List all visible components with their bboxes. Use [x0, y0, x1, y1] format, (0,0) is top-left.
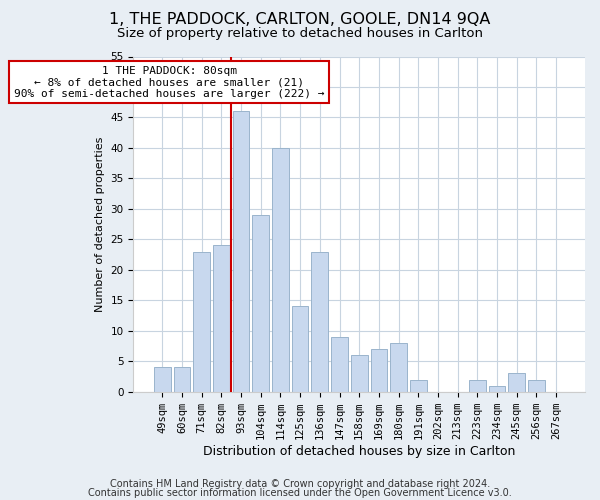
Bar: [488, 386, 505, 392]
X-axis label: Distribution of detached houses by size in Carlton: Distribution of detached houses by size …: [203, 444, 515, 458]
Bar: [272, 148, 289, 392]
Bar: [154, 368, 170, 392]
Bar: [508, 374, 525, 392]
Text: Contains public sector information licensed under the Open Government Licence v3: Contains public sector information licen…: [88, 488, 512, 498]
Text: Contains HM Land Registry data © Crown copyright and database right 2024.: Contains HM Land Registry data © Crown c…: [110, 479, 490, 489]
Bar: [213, 246, 230, 392]
Bar: [371, 349, 387, 392]
Bar: [193, 252, 210, 392]
Bar: [311, 252, 328, 392]
Bar: [173, 368, 190, 392]
Y-axis label: Number of detached properties: Number of detached properties: [95, 136, 105, 312]
Text: Size of property relative to detached houses in Carlton: Size of property relative to detached ho…: [117, 28, 483, 40]
Bar: [331, 337, 348, 392]
Bar: [292, 306, 308, 392]
Text: 1, THE PADDOCK, CARLTON, GOOLE, DN14 9QA: 1, THE PADDOCK, CARLTON, GOOLE, DN14 9QA: [109, 12, 491, 28]
Bar: [253, 215, 269, 392]
Bar: [528, 380, 545, 392]
Bar: [351, 355, 368, 392]
Text: 1 THE PADDOCK: 80sqm
← 8% of detached houses are smaller (21)
90% of semi-detach: 1 THE PADDOCK: 80sqm ← 8% of detached ho…: [14, 66, 325, 99]
Bar: [390, 343, 407, 392]
Bar: [410, 380, 427, 392]
Bar: [233, 112, 250, 392]
Bar: [469, 380, 486, 392]
